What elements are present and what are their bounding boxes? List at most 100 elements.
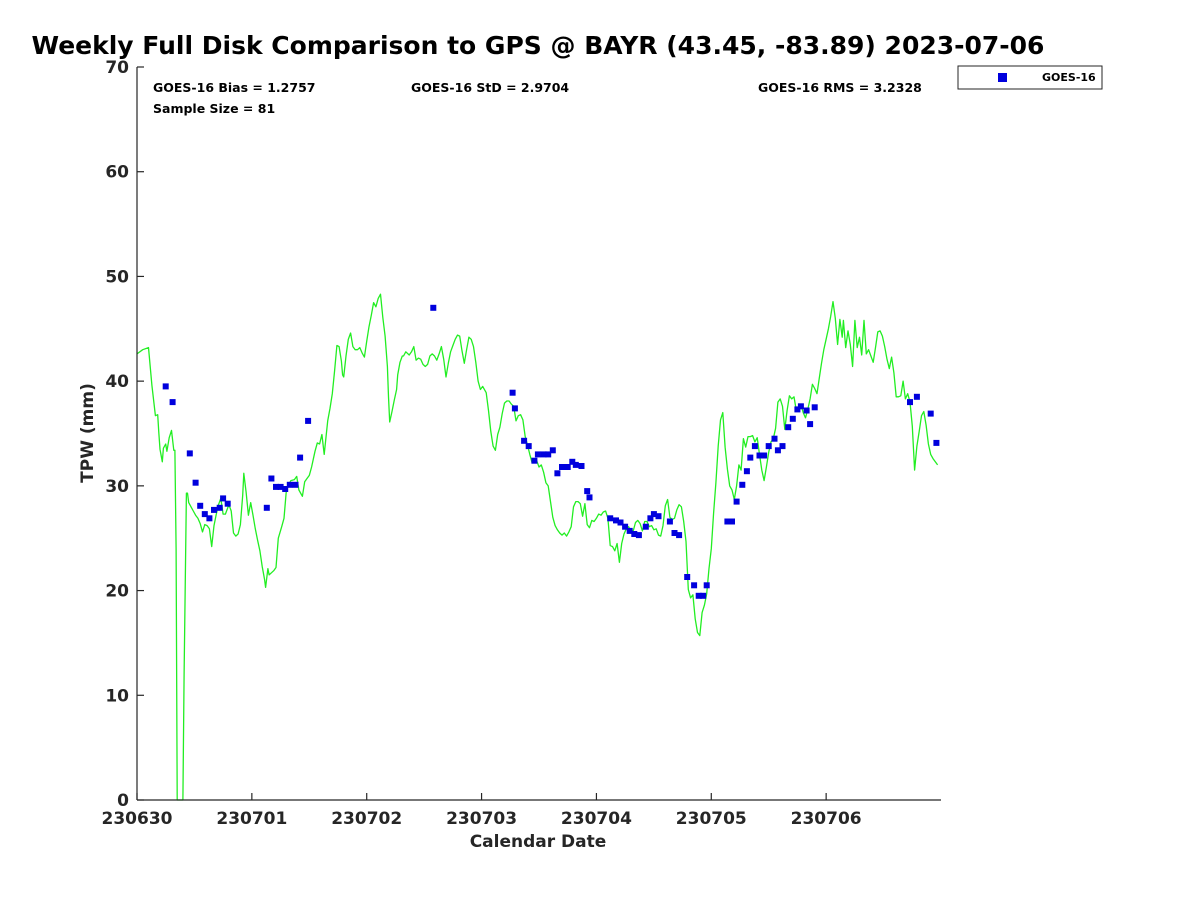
goes-data-point	[739, 481, 746, 488]
goes-data-point	[761, 452, 768, 459]
goes-data-point	[811, 404, 818, 411]
x-axis-ticks: 230630 230701 230702 230703 230704 230705 2307…	[102, 793, 862, 829]
goes-data-point	[631, 531, 638, 537]
goes-data-point	[540, 451, 547, 458]
goes-data-point	[169, 399, 176, 406]
goes-data-point	[531, 457, 538, 464]
std-stat: GOES-16 StD = 2.9704	[411, 80, 569, 95]
goes-data-point	[305, 417, 312, 424]
goes-data-point	[779, 443, 786, 450]
x-tick-label: 230702	[331, 809, 402, 829]
goes-data-point	[211, 506, 217, 513]
legend: GOES-16	[957, 65, 1103, 90]
goes-data-point	[676, 532, 683, 539]
goes-data-point	[642, 523, 649, 530]
goes-data-point	[743, 468, 750, 475]
goes-data-point	[607, 515, 614, 522]
legend-box	[957, 65, 1103, 90]
goes-data-point	[729, 518, 735, 525]
goes-data-point	[724, 518, 731, 525]
x-tick-label: 230703	[446, 809, 517, 829]
x-tick-label: 230705	[676, 809, 747, 829]
y-tick-label: 10	[105, 686, 129, 706]
goes-data-point	[650, 511, 657, 518]
goes-data-point	[666, 518, 673, 525]
y-tick-label: 50	[105, 267, 129, 287]
goes-data-point	[277, 483, 284, 490]
goes-data-point	[684, 574, 691, 580]
goes-data-point	[617, 519, 624, 526]
goes-data-point	[578, 463, 585, 469]
goes-data-point	[201, 511, 208, 518]
goes-data-point	[268, 475, 275, 482]
goes-data-point	[933, 439, 940, 446]
goes-data-point	[549, 447, 556, 454]
goes-data-point	[220, 495, 227, 502]
goes-data-point	[297, 454, 304, 461]
goes-data-point	[586, 494, 593, 501]
goes-data-point	[572, 461, 579, 468]
x-tick-label: 230704	[561, 809, 632, 829]
goes-data-point	[545, 451, 552, 458]
goes-data-point	[554, 470, 561, 477]
goes-data-point	[794, 406, 801, 413]
goes-data-point	[534, 451, 541, 458]
bias-stat: GOES-16 Bias = 1.2757	[153, 80, 315, 95]
goes-data-point	[655, 513, 662, 520]
goes-data-point	[647, 515, 654, 522]
goes-data-point	[671, 530, 678, 536]
sample-size-stat: Sample Size = 81	[153, 101, 275, 116]
plot-area	[137, 67, 941, 800]
goes-data-point	[511, 405, 518, 412]
goes-data-point	[559, 464, 565, 470]
goes-data-point	[282, 486, 289, 492]
x-tick-label: 230630	[102, 809, 173, 829]
goes-data-point	[430, 304, 437, 311]
goes-data-point	[626, 527, 633, 534]
goes-data-point	[584, 488, 591, 495]
goes-data-point	[286, 481, 293, 488]
rms-stat: GOES-16 RMS = 3.2328	[758, 80, 922, 95]
goes-data-point	[913, 393, 920, 400]
goes-data-point	[569, 458, 576, 465]
goes-data-point	[564, 464, 571, 470]
goes-series-layer	[162, 304, 940, 599]
goes-data-point	[186, 450, 193, 457]
chart-title: Weekly Full Disk Comparison to GPS @ BAY…	[32, 31, 1045, 60]
goes-data-point	[622, 523, 629, 530]
goes-data-point	[797, 403, 804, 410]
goes-data-point	[751, 443, 758, 450]
goes-data-point	[765, 443, 772, 450]
goes-data-point	[197, 502, 204, 509]
goes-data-point	[273, 483, 279, 490]
goes-data-point	[192, 479, 199, 486]
legend-label: GOES-16	[1042, 71, 1096, 84]
goes-data-point	[907, 399, 913, 406]
x-tick-label: 230706	[791, 809, 862, 829]
goes-data-point	[224, 500, 231, 507]
goes-data-point	[733, 498, 740, 505]
goes-data-point	[774, 447, 781, 454]
goes-data-point	[807, 421, 814, 428]
x-axis-label: Calendar Date	[470, 832, 607, 852]
goes-data-point	[691, 582, 698, 589]
goes-data-point	[785, 424, 792, 431]
y-axis-label: TPW (mm)	[78, 383, 98, 483]
goes-data-point	[521, 437, 528, 444]
goes-data-point	[162, 383, 169, 390]
goes-data-point	[206, 515, 213, 522]
goes-data-point	[803, 407, 810, 414]
y-tick-label: 60	[105, 163, 129, 183]
goes-data-point	[756, 452, 763, 459]
goes-data-point	[613, 517, 619, 524]
x-tick-label: 230701	[216, 809, 287, 829]
goes-data-point	[509, 389, 516, 396]
goes-data-point	[263, 504, 270, 511]
y-tick-label: 0	[117, 791, 129, 811]
goes-data-point	[216, 504, 223, 511]
y-tick-label: 20	[105, 582, 129, 602]
goes-data-point	[525, 443, 532, 450]
y-tick-label: 30	[105, 477, 129, 497]
goes-data-point	[747, 454, 754, 461]
